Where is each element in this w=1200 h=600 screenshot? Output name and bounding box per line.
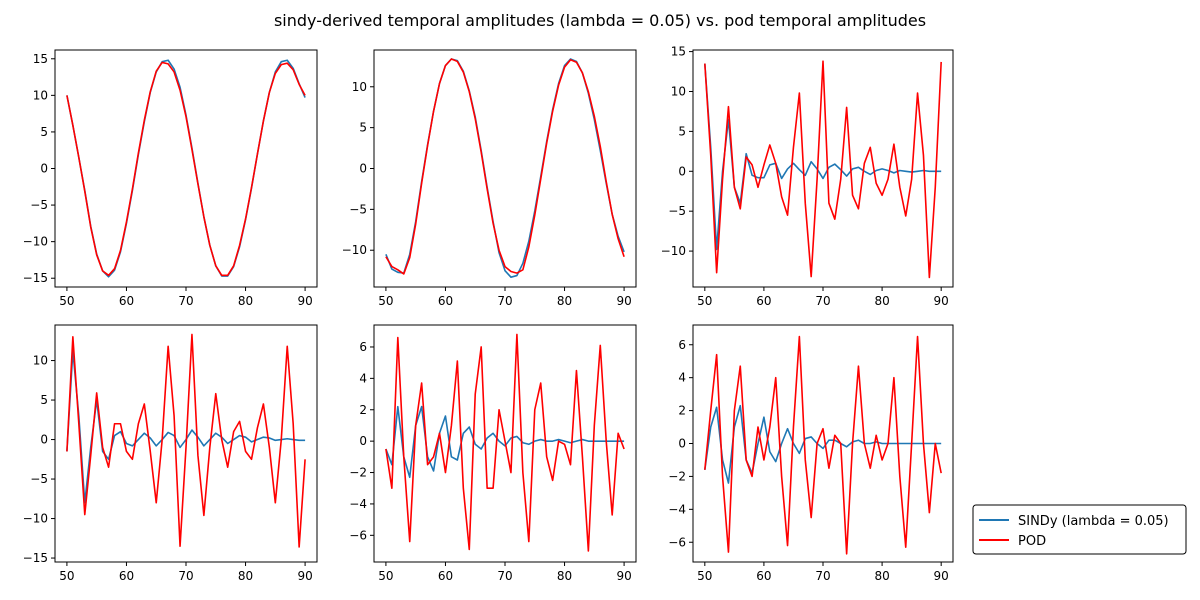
y-tick-label: −2: [349, 466, 367, 480]
y-tick-label: 10: [352, 80, 367, 94]
y-tick-label: 0: [678, 164, 686, 178]
y-tick-label: 0: [40, 162, 48, 176]
x-tick-label: 70: [178, 294, 193, 308]
figure-title: sindy-derived temporal amplitudes (lambd…: [274, 11, 926, 30]
x-tick-label: 90: [297, 569, 312, 583]
series-line-pod: [66, 333, 306, 548]
y-tick-label: 0: [678, 437, 686, 451]
legend-label-pod: POD: [1018, 534, 1046, 549]
subplot-bottom-left: 50 60 70 80 90 −15 −10 −5 0 5 10: [23, 324, 318, 583]
subplot-bottom-middle: 50 60 70 80 90 −6 −4 −2 0 2 4 6: [349, 324, 637, 583]
y-tick-label: 6: [678, 338, 686, 352]
y-tick-label: −4: [349, 497, 367, 511]
y-tick-label: 15: [33, 52, 48, 66]
y-tick-label: 4: [678, 371, 686, 385]
x-tick-label: 60: [119, 294, 134, 308]
y-tick-label: −2: [668, 469, 686, 483]
y-tick-label: −5: [349, 202, 367, 216]
y-tick-label: −10: [661, 244, 686, 258]
x-tick-label: 90: [297, 294, 312, 308]
x-tick-label: 70: [178, 569, 193, 583]
x-tick-label: 50: [59, 294, 74, 308]
x-tick-label: 80: [874, 569, 889, 583]
x-tick-label: 70: [815, 294, 830, 308]
x-tick-label: 80: [557, 294, 572, 308]
x-tick-label: 60: [756, 294, 771, 308]
y-tick-label: −15: [23, 271, 48, 285]
x-tick-label: 50: [697, 294, 712, 308]
y-tick-label: 2: [678, 404, 686, 418]
x-tick-label: 90: [934, 569, 949, 583]
x-tick-label: 70: [497, 294, 512, 308]
y-tick-label: 0: [359, 162, 367, 176]
y-tick-label: 10: [671, 84, 686, 98]
x-tick-label: 60: [438, 569, 453, 583]
series-line-pod: [385, 333, 625, 552]
y-tick-label: −6: [349, 528, 367, 542]
y-tick-label: 5: [40, 125, 48, 139]
x-tick-label: 70: [497, 569, 512, 583]
legend-frame: [972, 504, 1187, 555]
x-tick-label: 90: [616, 294, 631, 308]
y-tick-label: −4: [668, 502, 686, 516]
x-tick-label: 80: [238, 294, 253, 308]
x-tick-label: 60: [756, 569, 771, 583]
y-tick-label: 4: [359, 371, 367, 385]
y-tick-label: −10: [23, 512, 48, 526]
x-tick-label: 50: [697, 569, 712, 583]
y-tick-label: −5: [30, 472, 48, 486]
y-tick-label: 5: [359, 121, 367, 135]
legend-label-sindy: SINDy (lambda = 0.05): [1018, 514, 1169, 529]
x-tick-label: 70: [815, 569, 830, 583]
x-tick-label: 60: [438, 294, 453, 308]
x-tick-label: 60: [119, 569, 134, 583]
x-tick-label: 50: [378, 569, 393, 583]
y-tick-label: 10: [33, 88, 48, 102]
series-line-pod: [66, 61, 306, 277]
y-tick-label: 5: [40, 393, 48, 407]
y-tick-label: 0: [40, 433, 48, 447]
series-line-sindy: [704, 404, 942, 484]
series-line-pod: [385, 58, 625, 275]
subplot-top-left: 50 60 70 80 90 −15 −10 −5 0 5 10 15: [23, 49, 318, 308]
x-tick-label: 80: [874, 294, 889, 308]
y-tick-label: 0: [359, 434, 367, 448]
y-tick-label: −10: [23, 235, 48, 249]
series-line-pod: [704, 335, 942, 555]
x-tick-label: 90: [616, 569, 631, 583]
x-tick-label: 50: [378, 294, 393, 308]
y-tick-label: −10: [342, 243, 367, 257]
subplot-top-right: 50 60 70 80 90 −10 −5 0 5 10 15: [661, 45, 954, 308]
x-tick-label: 80: [557, 569, 572, 583]
subplot-top-middle: 50 60 70 80 90 −10 −5 0 5 10: [342, 49, 637, 308]
y-tick-label: 2: [359, 403, 367, 417]
subplot-bottom-right: 50 60 70 80 90 −6 −4 −2 0 2 4 6: [668, 324, 954, 583]
x-tick-label: 80: [238, 569, 253, 583]
x-tick-label: 90: [934, 294, 949, 308]
series-line-pod: [704, 60, 942, 279]
y-tick-label: 5: [678, 124, 686, 138]
y-tick-label: −5: [668, 204, 686, 218]
legend: SINDy (lambda = 0.05) POD: [972, 504, 1187, 555]
y-tick-label: −15: [23, 551, 48, 565]
y-tick-label: −5: [30, 198, 48, 212]
y-tick-label: 6: [359, 340, 367, 354]
y-tick-label: 10: [33, 354, 48, 368]
x-tick-label: 50: [59, 569, 74, 583]
y-tick-label: −6: [668, 535, 686, 549]
y-tick-label: 15: [671, 45, 686, 59]
